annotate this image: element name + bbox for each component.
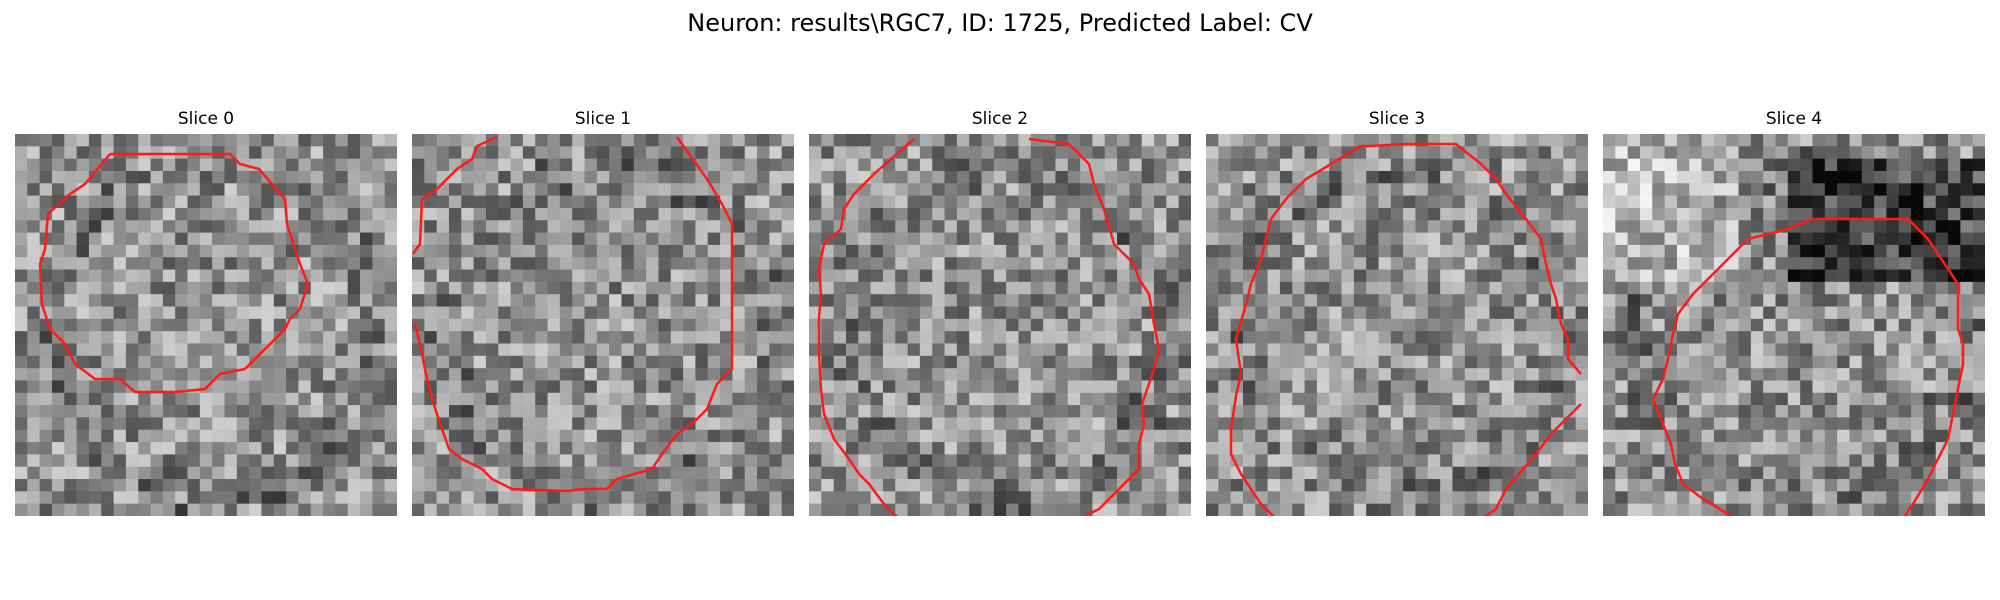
slice-title-1: Slice 1 — [574, 109, 632, 129]
slice-title-0: Slice 0 — [177, 109, 235, 129]
slice-contour-0 — [38, 152, 310, 394]
slice-contour-3 — [1361, 142, 1582, 375]
slice-title-4: Slice 4 — [1765, 109, 1823, 129]
slice-contour-4 — [1651, 217, 1814, 516]
slice-contour-3b — [1229, 144, 1362, 516]
slice-image-0 — [15, 134, 397, 516]
slice-contour-2b — [1028, 137, 1161, 516]
slice-image-3 — [1206, 134, 1588, 516]
slice-contour-1 — [412, 135, 498, 255]
slice-title-3: Slice 3 — [1368, 109, 1426, 129]
slice-title-2: Slice 2 — [971, 109, 1029, 129]
slice-image-4 — [1603, 134, 1985, 516]
figure-title: Neuron: results\RGC7, ID: 1725, Predicte… — [687, 9, 1313, 37]
slice-contour-4b — [1813, 217, 1965, 516]
slice-image-2 — [809, 134, 1191, 516]
slice-pixels-4 — [1603, 134, 1985, 516]
slice-pixels-2 — [809, 134, 1191, 516]
slice-contour-1b — [413, 136, 734, 493]
slice-image-1 — [412, 134, 794, 516]
slice-contour-3c — [1483, 403, 1582, 516]
slice-contour-2 — [817, 138, 915, 516]
slice-pixels-1 — [412, 134, 794, 516]
slice-pixels-3 — [1206, 134, 1588, 516]
